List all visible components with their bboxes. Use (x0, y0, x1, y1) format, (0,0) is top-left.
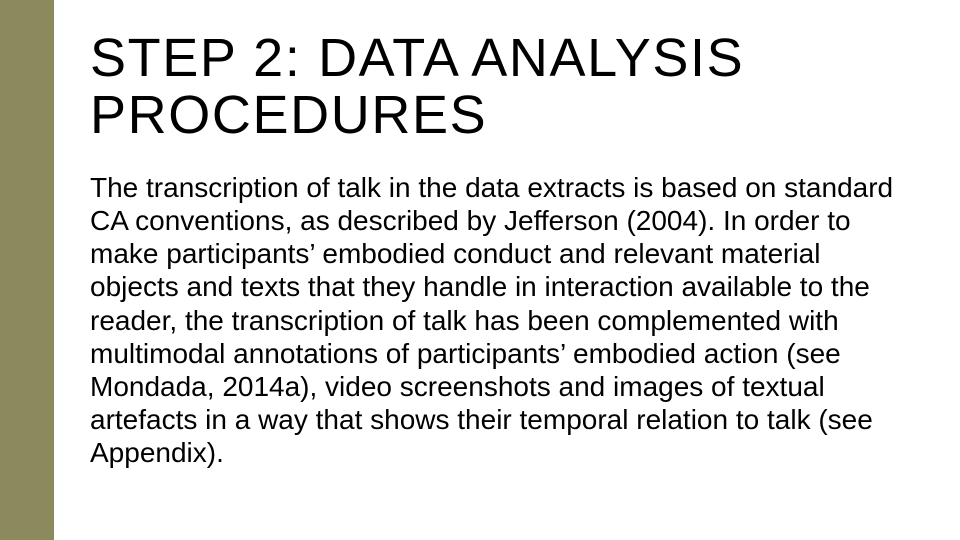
slide-content: STEP 2: DATA ANALYSIS PROCEDURES The tra… (0, 0, 960, 540)
slide-body-text: The transcription of talk in the data ex… (90, 171, 900, 468)
slide-title: STEP 2: DATA ANALYSIS PROCEDURES (90, 30, 900, 143)
